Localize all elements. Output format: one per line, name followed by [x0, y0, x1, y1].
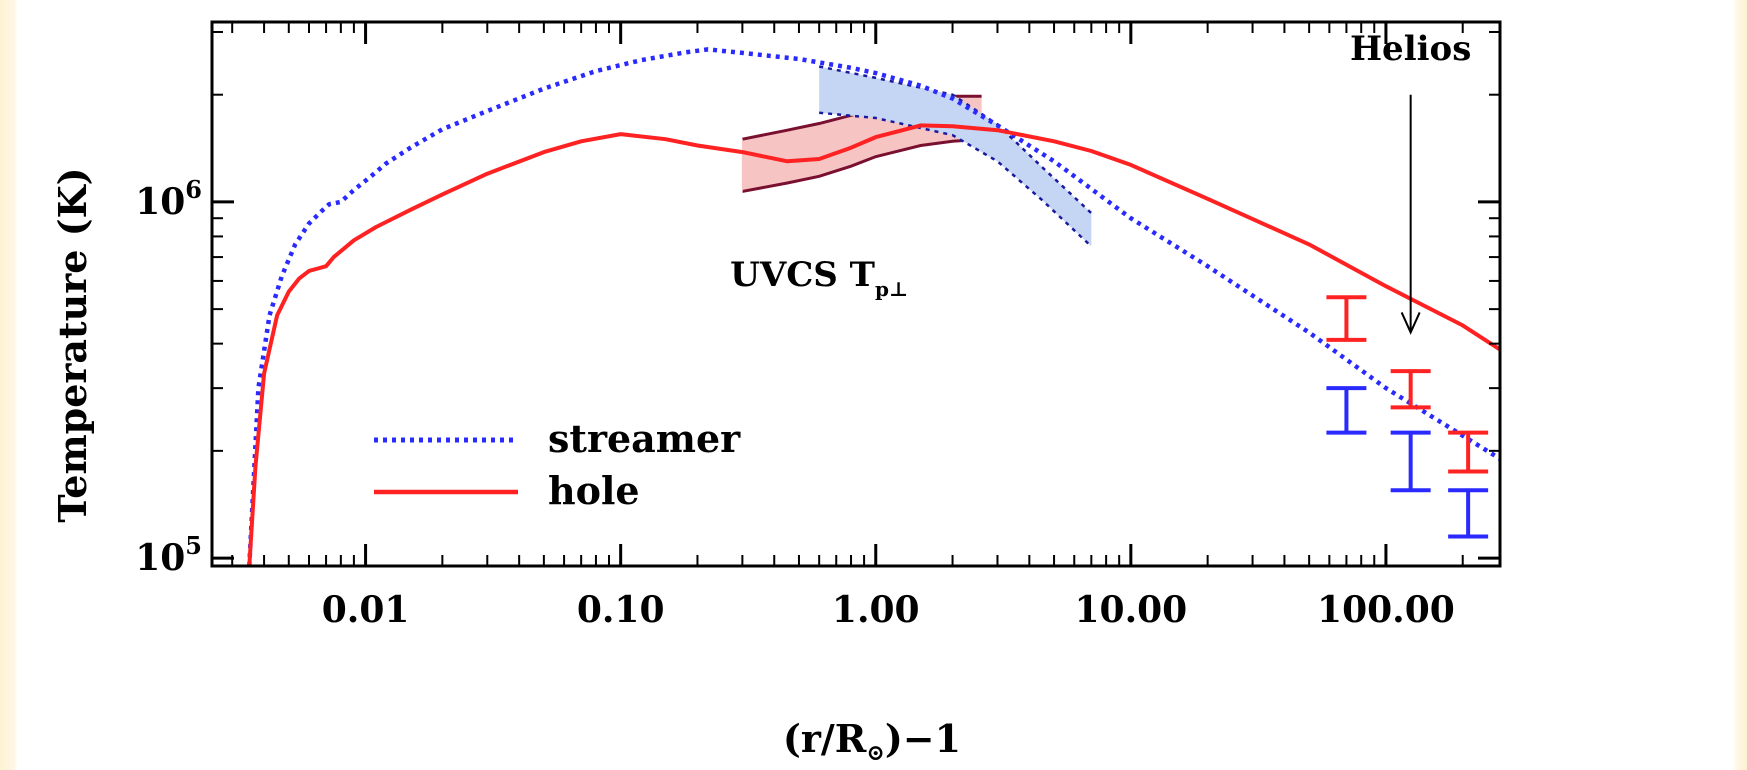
y-tick-label: 105 [135, 531, 202, 579]
legend-label-streamer: streamer [548, 416, 741, 461]
error-bar-streamer-3 [1326, 386, 1367, 435]
x-axis-label: (r/R⊙)−1 [783, 716, 961, 766]
error-bar-hole-1 [1390, 369, 1431, 410]
errorbar-layer [1326, 295, 1489, 539]
helios-arrow-head [1400, 312, 1421, 335]
series-hole [247, 123, 1502, 567]
x-axis-label-subscript: ⊙ [866, 740, 884, 766]
y-tick-label-base: 10 [135, 537, 185, 579]
helios-label: Helios [1350, 29, 1471, 69]
uvcs-label-main: UVCS T [730, 255, 875, 295]
uvcs-label: UVCS Tp⊥ [730, 255, 908, 301]
x-tick-label: 1.00 [832, 589, 920, 631]
y-tick-label: 106 [135, 175, 202, 223]
x-axis-label-main: (r/R [783, 716, 867, 761]
bands-layer [741, 65, 1093, 248]
error-bar-streamer-4 [1390, 430, 1431, 493]
x-axis-label-suffix: )−1 [885, 716, 961, 761]
x-tick-label: 100.00 [1317, 589, 1455, 631]
plot-frame [210, 20, 1502, 568]
uvcs-band-streamer [819, 66, 1092, 247]
uvcs-band-streamer-lower-edge [819, 111, 1093, 248]
series-streamer [247, 47, 1502, 567]
error-bar-streamer-5 [1448, 488, 1489, 539]
legend: streamer hole [374, 416, 741, 513]
series-layer [247, 47, 1502, 567]
legend-label-hole: hole [548, 468, 640, 513]
error-bar-hole-0 [1326, 295, 1367, 342]
y-axis-label: Temperature (K) [50, 167, 95, 522]
x-tick-label: 0.10 [577, 589, 665, 631]
uvcs-label-subscript: p⊥ [875, 277, 908, 301]
x-tick-label: 0.01 [322, 589, 410, 631]
annotation-layer: UVCS Tp⊥ Helios [730, 29, 1471, 335]
uvcs-band-hole-lower-edge [742, 137, 982, 193]
x-tick-label: 10.00 [1074, 589, 1187, 631]
y-tick-label-exponent: 6 [185, 175, 202, 204]
y-tick-label-exponent: 5 [185, 531, 202, 560]
y-tick-label-base: 10 [135, 181, 185, 223]
error-bar-hole-2 [1448, 430, 1489, 474]
